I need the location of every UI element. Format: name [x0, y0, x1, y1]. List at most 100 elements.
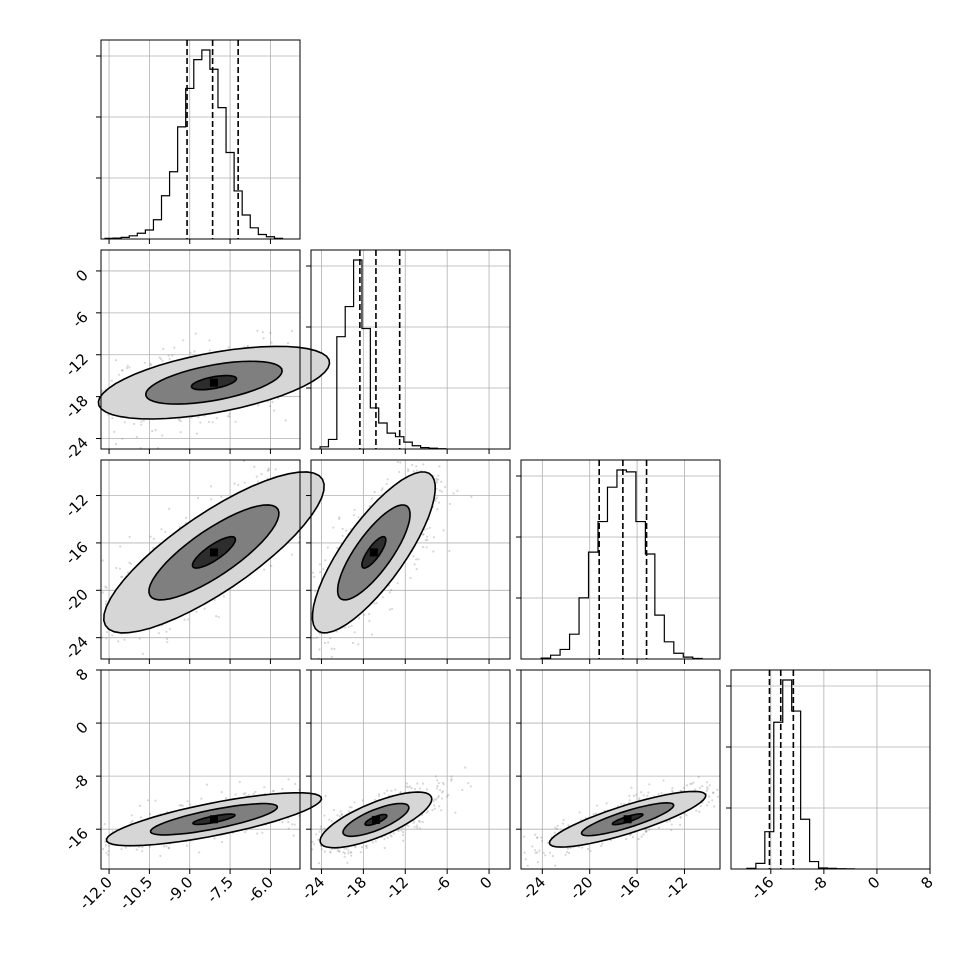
histogram-bar: [153, 220, 161, 239]
scatter-point: [407, 825, 410, 828]
scatter-point: [438, 789, 442, 792]
x-tick-label: -12: [661, 873, 691, 903]
scatter-point: [713, 805, 716, 808]
scatter-point: [181, 804, 184, 807]
scatter-point: [566, 847, 570, 850]
scatter-point: [123, 421, 126, 424]
scatter-point: [200, 797, 203, 800]
scatter-point: [360, 845, 364, 849]
scatter-point: [336, 849, 339, 852]
scatter-point: [600, 844, 603, 848]
scatter-point: [203, 607, 206, 610]
scatter-point: [119, 545, 122, 548]
scatter-point: [244, 792, 247, 795]
scatter-point: [141, 846, 144, 849]
scatter-point: [318, 648, 321, 651]
scatter-point: [417, 819, 421, 823]
scatter-point: [554, 826, 557, 829]
scatter-point: [123, 638, 126, 641]
histogram-bar: [617, 470, 626, 659]
scatter-point: [671, 787, 674, 790]
scatter-point: [291, 823, 294, 826]
scatter-point: [105, 586, 108, 589]
y-tick-label: -6: [69, 308, 92, 331]
scatter-point: [292, 834, 295, 837]
histogram-bar: [387, 433, 395, 449]
scatter-point: [141, 652, 144, 655]
scatter-point: [350, 854, 353, 857]
scatter-point: [338, 849, 341, 852]
scatter-point: [287, 820, 290, 824]
scatter-point: [273, 409, 276, 412]
scatter-point: [318, 632, 321, 635]
scatter-point: [143, 361, 146, 364]
histogram-bar: [570, 634, 579, 659]
scatter-point: [294, 782, 297, 786]
scatter-point: [698, 810, 701, 814]
scatter-point: [467, 782, 470, 785]
scatter-point: [128, 561, 131, 564]
density-peak: [209, 815, 218, 824]
scatter-point: [340, 813, 343, 816]
scatter-point: [326, 546, 329, 549]
scatter-point: [450, 779, 453, 782]
scatter-point: [261, 331, 264, 334]
histogram-bar: [337, 337, 345, 449]
scatter-point: [268, 404, 272, 408]
scatter-point: [332, 526, 335, 529]
scatter-point: [287, 342, 290, 345]
scatter-point: [389, 834, 392, 837]
scatter-point: [540, 836, 543, 839]
y-tick-label: 0: [72, 718, 91, 737]
histogram-bar: [801, 819, 810, 869]
scatter-point: [601, 842, 604, 845]
scatter-point: [581, 846, 584, 849]
scatter-point: [383, 846, 386, 850]
scatter-point: [139, 816, 142, 819]
scatter-point: [110, 379, 113, 382]
scatter-point: [255, 475, 258, 478]
scatter-point: [323, 850, 326, 853]
scatter-point: [383, 792, 386, 795]
scatter-point: [318, 563, 322, 566]
scatter-point: [630, 786, 633, 789]
scatter-point: [380, 489, 383, 492]
scatter-point: [140, 423, 143, 426]
scatter-point: [461, 788, 464, 792]
scatter-point: [154, 799, 157, 802]
scatter-point: [227, 346, 230, 349]
scatter-point: [357, 516, 360, 519]
scatter-point: [312, 571, 315, 574]
x-tick-label: -24: [298, 873, 328, 903]
scatter-point: [620, 802, 623, 805]
scatter-point: [205, 783, 209, 786]
scatter-point: [338, 850, 341, 853]
scatter-point: [238, 780, 241, 784]
scatter-point: [644, 830, 647, 833]
scatter-point: [561, 822, 565, 825]
scatter-point: [377, 794, 381, 798]
scatter-point: [385, 482, 388, 486]
scatter-point: [396, 582, 399, 585]
scatter-point: [433, 807, 436, 810]
scatter-point: [101, 591, 104, 594]
scatter-point: [551, 855, 555, 858]
scatter-point: [536, 836, 539, 839]
y-tick-label: -12: [62, 491, 92, 521]
scatter-point: [149, 362, 152, 365]
scatter-point: [313, 843, 316, 846]
scatter-point: [348, 806, 351, 809]
scatter-point: [342, 851, 345, 854]
scatter-point: [665, 820, 669, 823]
scatter-point: [416, 782, 419, 785]
scatter-point: [390, 588, 393, 592]
scatter-point: [397, 829, 400, 832]
scatter-point: [419, 820, 422, 823]
scatter-point: [101, 559, 104, 562]
scatter-point: [642, 794, 645, 797]
histogram-bar: [362, 328, 370, 449]
scatter-point: [149, 535, 152, 538]
scatter-point: [111, 417, 114, 420]
scatter-point: [353, 508, 356, 511]
